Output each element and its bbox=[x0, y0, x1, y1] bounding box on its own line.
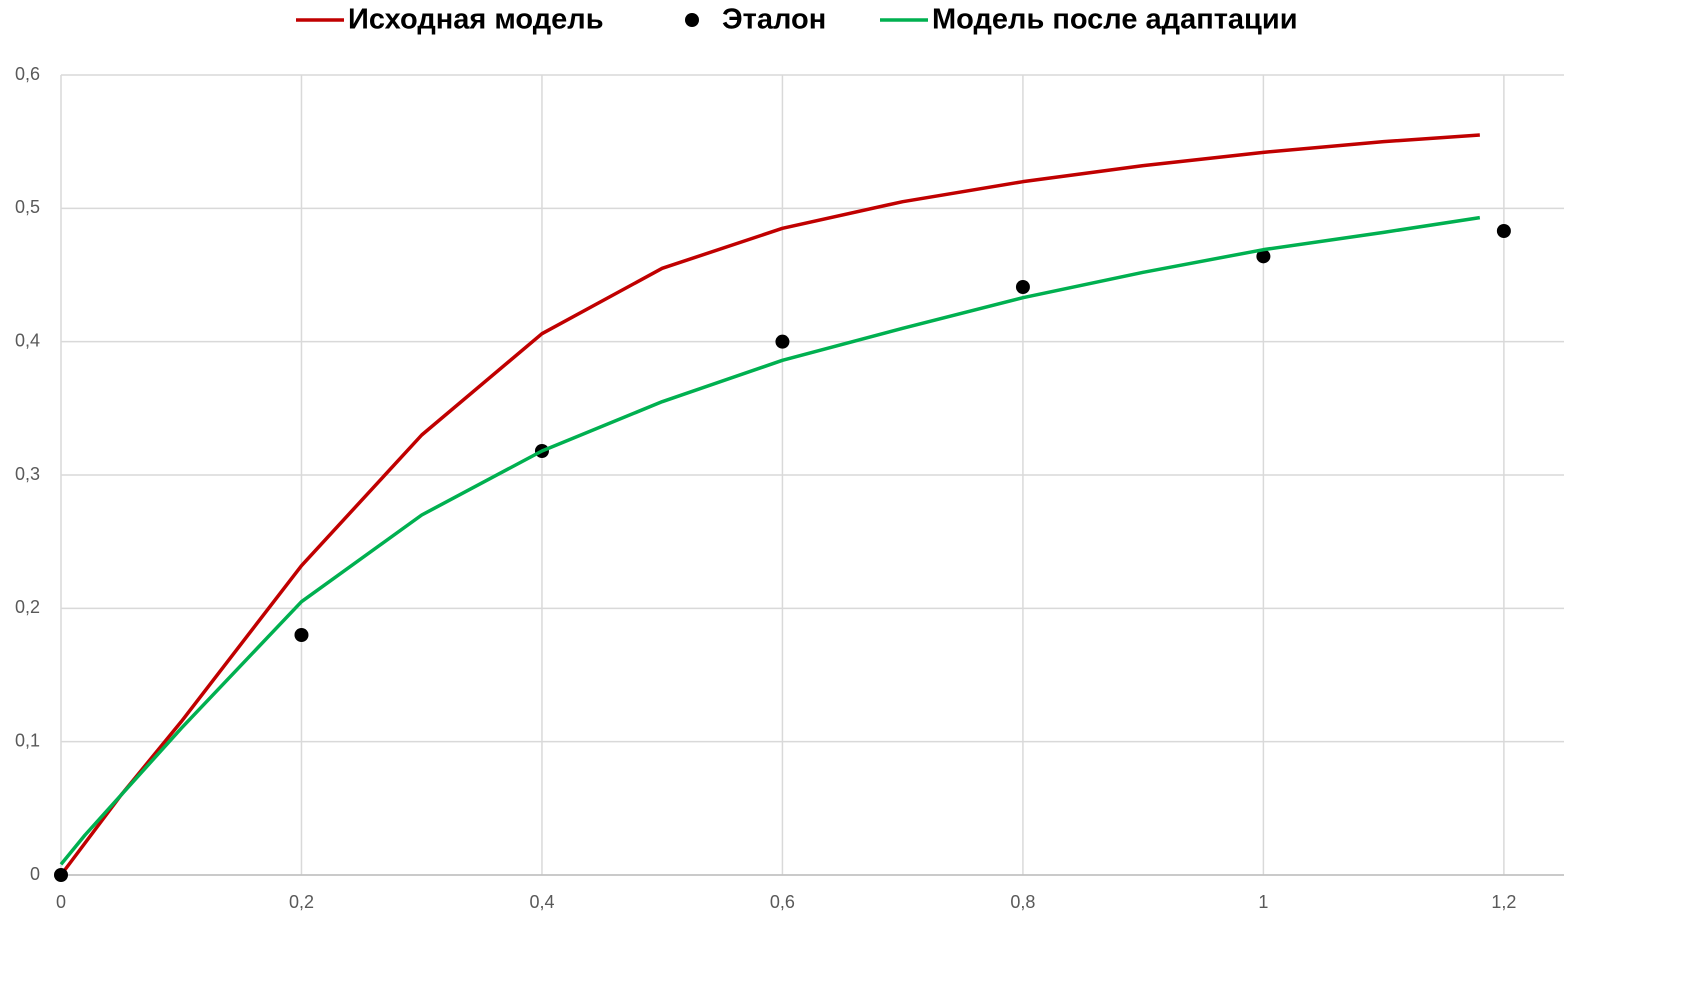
x-tick-label: 0 bbox=[56, 892, 66, 912]
data-point bbox=[1256, 249, 1271, 264]
legend-marker bbox=[685, 13, 699, 27]
y-tick-label: 0 bbox=[30, 864, 40, 884]
line-series bbox=[59, 133, 1480, 877]
data-point bbox=[294, 628, 309, 642]
x-tick-label: 1,2 bbox=[1491, 892, 1516, 912]
x-tick-label: 0,8 bbox=[1010, 892, 1035, 912]
y-tick-label: 0,2 bbox=[15, 597, 40, 617]
x-tick-label: 1 bbox=[1258, 892, 1268, 912]
x-tick-label: 0,4 bbox=[529, 892, 554, 912]
data-point bbox=[54, 868, 68, 882]
legend-label: Модель после адаптации bbox=[932, 4, 1298, 36]
y-tick-label: 0,3 bbox=[15, 464, 40, 484]
y-tick-label: 0,6 bbox=[15, 64, 40, 84]
data-point bbox=[775, 334, 790, 349]
y-tick-label: 0,4 bbox=[15, 330, 40, 350]
y-tick-label: 0,5 bbox=[15, 197, 40, 217]
x-tick-label: 0,2 bbox=[289, 892, 314, 912]
legend-label: Исходная модель bbox=[348, 4, 604, 36]
data-point bbox=[1496, 224, 1511, 238]
data-point bbox=[1015, 280, 1030, 294]
x-tick-label: 0,6 bbox=[770, 892, 795, 912]
line-series bbox=[59, 215, 1481, 866]
legend-label: Эталон bbox=[722, 4, 826, 36]
y-tick-label: 0,1 bbox=[15, 730, 40, 750]
